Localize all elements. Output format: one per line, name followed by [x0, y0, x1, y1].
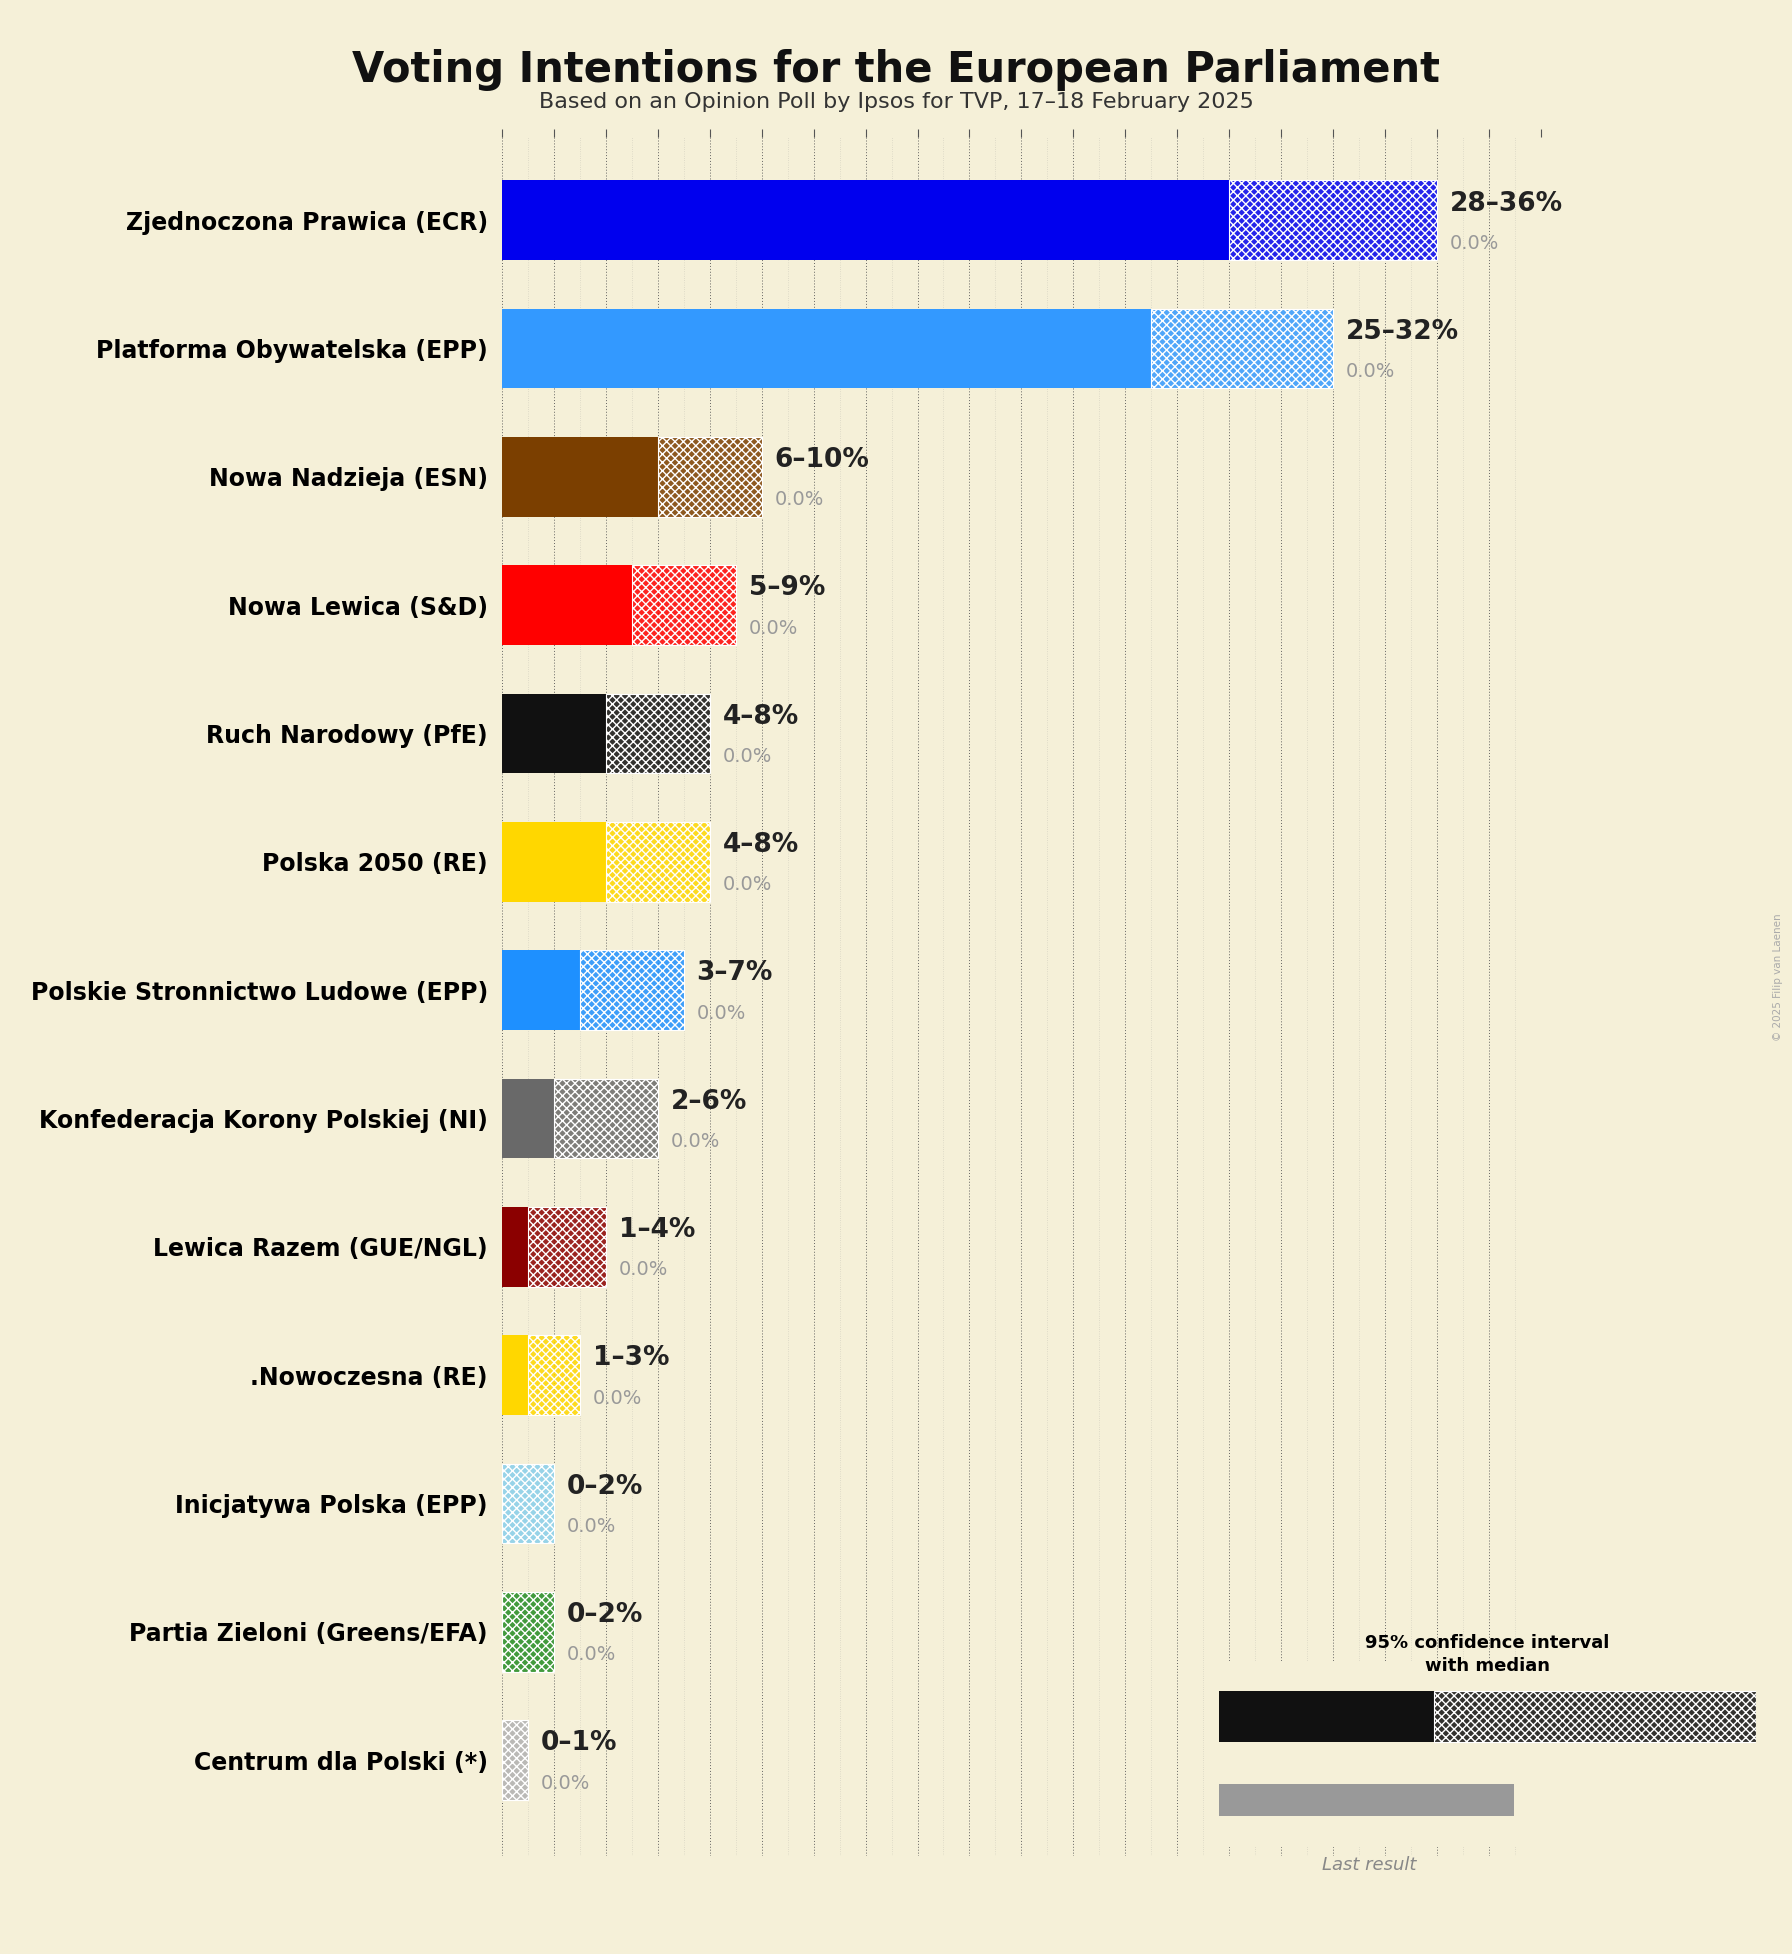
Text: Last result: Last result: [1322, 1856, 1416, 1874]
Bar: [529, 1208, 606, 1286]
Text: 5–9%: 5–9%: [749, 576, 824, 602]
Text: 28–36%: 28–36%: [1450, 190, 1563, 217]
Bar: [502, 1208, 529, 1286]
Text: 0–2%: 0–2%: [566, 1602, 643, 1628]
Bar: [502, 1593, 554, 1671]
Bar: [502, 1720, 529, 1800]
Text: 0.0%: 0.0%: [722, 746, 772, 766]
Bar: [502, 694, 606, 774]
Text: Voting Intentions for the European Parliament: Voting Intentions for the European Parli…: [351, 49, 1441, 90]
Text: 0.0%: 0.0%: [593, 1389, 642, 1407]
Text: 0.0%: 0.0%: [774, 490, 824, 510]
Bar: [529, 1335, 581, 1415]
Bar: [606, 694, 710, 774]
Bar: [502, 565, 633, 645]
Text: 0.0%: 0.0%: [566, 1645, 616, 1665]
Bar: [658, 438, 762, 516]
Text: 0.0%: 0.0%: [749, 619, 797, 637]
Bar: [606, 823, 710, 901]
Bar: [581, 950, 685, 1030]
Bar: [581, 950, 685, 1030]
Text: 25–32%: 25–32%: [1346, 319, 1459, 344]
Text: 0.0%: 0.0%: [541, 1774, 590, 1792]
Bar: [633, 565, 737, 645]
Text: © 2025 Filip van Laenen: © 2025 Filip van Laenen: [1772, 913, 1783, 1041]
Bar: [1219, 1690, 1434, 1743]
Text: 3–7%: 3–7%: [697, 961, 772, 987]
Text: 4–8%: 4–8%: [722, 832, 799, 858]
Bar: [529, 1335, 581, 1415]
Text: 95% confidence interval: 95% confidence interval: [1366, 1634, 1609, 1651]
Text: with median: with median: [1425, 1657, 1550, 1675]
Text: 0–2%: 0–2%: [566, 1473, 643, 1501]
Bar: [1229, 180, 1437, 260]
Bar: [502, 1079, 554, 1159]
Text: 0.0%: 0.0%: [722, 875, 772, 895]
Text: 0.0%: 0.0%: [566, 1516, 616, 1536]
Bar: [502, 1464, 554, 1544]
Bar: [606, 694, 710, 774]
Bar: [633, 565, 737, 645]
Text: 6–10%: 6–10%: [774, 447, 869, 473]
Bar: [658, 438, 762, 516]
Bar: [502, 1335, 529, 1415]
Text: 1–4%: 1–4%: [618, 1217, 695, 1243]
Text: 0.0%: 0.0%: [618, 1260, 668, 1280]
Text: 0.0%: 0.0%: [697, 1004, 745, 1022]
Bar: [502, 438, 658, 516]
Bar: [502, 1464, 554, 1544]
Text: 1–3%: 1–3%: [593, 1346, 668, 1372]
Text: 0.0%: 0.0%: [1346, 361, 1396, 381]
Bar: [554, 1079, 658, 1159]
Bar: [1229, 180, 1437, 260]
Bar: [502, 180, 1229, 260]
Bar: [502, 309, 1152, 389]
Bar: [502, 823, 606, 901]
Bar: [529, 1208, 606, 1286]
Bar: [606, 823, 710, 901]
Text: 2–6%: 2–6%: [670, 1088, 747, 1116]
Bar: [502, 950, 581, 1030]
Text: 0.0%: 0.0%: [1450, 234, 1500, 252]
Bar: [1219, 1784, 1514, 1817]
Text: 0.0%: 0.0%: [670, 1131, 720, 1151]
Text: 0–1%: 0–1%: [541, 1731, 616, 1757]
Bar: [1152, 309, 1333, 389]
Bar: [502, 1720, 529, 1800]
Bar: [554, 1079, 658, 1159]
Bar: [502, 1593, 554, 1671]
Bar: [1434, 1690, 1756, 1743]
Bar: [1152, 309, 1333, 389]
Text: Based on an Opinion Poll by Ipsos for TVP, 17–18 February 2025: Based on an Opinion Poll by Ipsos for TV…: [539, 92, 1253, 111]
Bar: [1434, 1690, 1756, 1743]
Text: 4–8%: 4–8%: [722, 703, 799, 729]
